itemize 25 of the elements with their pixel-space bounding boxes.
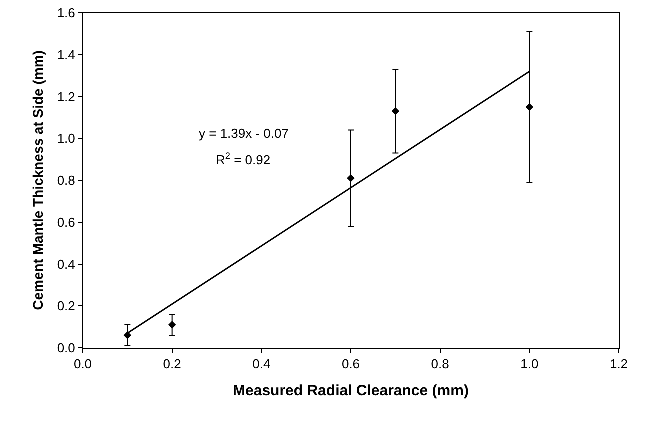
y-tick-label: 1.6 bbox=[57, 6, 76, 21]
point bbox=[526, 103, 534, 112]
y-tick-label: 1.2 bbox=[57, 89, 76, 104]
x-tick-label: 0.6 bbox=[342, 356, 360, 372]
x-tick-label: 1.2 bbox=[610, 356, 628, 372]
point bbox=[392, 108, 400, 116]
x-tick-label: 1.0 bbox=[520, 356, 539, 372]
y-tick-label: 0.6 bbox=[57, 214, 76, 230]
x-tick-label: 0.0 bbox=[74, 356, 92, 372]
y-tick-label: 0.2 bbox=[57, 298, 76, 314]
y-tick-label: 0.0 bbox=[57, 340, 76, 356]
x-tick-label: 0.8 bbox=[431, 356, 450, 372]
point bbox=[168, 321, 176, 329]
point bbox=[347, 174, 355, 182]
x-tick-label: 0.2 bbox=[163, 356, 182, 372]
x-axis-title: Measured Radial Clearance (mm) bbox=[233, 382, 469, 400]
y-tick-label: 1.4 bbox=[57, 47, 76, 62]
y-axis-title: Cement Mantle Thickness at Side (mm) bbox=[30, 50, 46, 310]
x-tick-label: 0.4 bbox=[252, 356, 271, 372]
annotation: R$^{2}$ = 0.92 bbox=[216, 151, 271, 168]
y-tick-label: 1.0 bbox=[57, 131, 76, 146]
y-tick-label: 0.8 bbox=[57, 173, 76, 188]
annotation: y = 1.39x - 0.07 bbox=[199, 126, 289, 141]
y-tick-label: 0.4 bbox=[57, 256, 76, 272]
point bbox=[124, 332, 132, 340]
